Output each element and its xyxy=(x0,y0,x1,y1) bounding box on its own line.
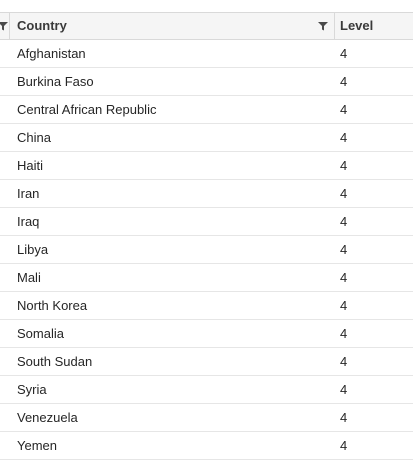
level-cell: 4 xyxy=(340,298,348,313)
country-cell: Afghanistan xyxy=(17,46,86,61)
table-row[interactable]: Haiti 4 xyxy=(0,152,413,180)
country-cell: Yemen xyxy=(17,438,57,453)
table-body: Afghanistan 4 Burkina Faso 4 Central African… xyxy=(0,40,413,460)
level-cell: 4 xyxy=(340,410,348,425)
country-cell: Burkina Faso xyxy=(17,74,94,89)
level-cell: 4 xyxy=(340,214,348,229)
country-cell: Libya xyxy=(17,242,49,257)
level-cell: 4 xyxy=(340,354,348,369)
column-header-level[interactable]: Level xyxy=(335,13,413,39)
country-cell: Haiti xyxy=(17,158,44,173)
column-header-level-label: Level xyxy=(340,18,374,33)
level-cell: 4 xyxy=(340,326,348,341)
level-cell: 4 xyxy=(340,74,348,89)
level-cell: 4 xyxy=(340,102,348,117)
level-cell: 4 xyxy=(340,158,348,173)
level-cell: 4 xyxy=(340,382,348,397)
level-cell: 4 xyxy=(340,242,348,257)
table-row[interactable]: Iran 4 xyxy=(0,180,413,208)
country-cell: Somalia xyxy=(17,326,64,341)
table-header: Country Level xyxy=(0,12,413,40)
table-row[interactable]: Mali 4 xyxy=(0,264,413,292)
table-row[interactable]: Libya 4 xyxy=(0,236,413,264)
country-cell: South Sudan xyxy=(17,354,93,369)
filter-icon[interactable] xyxy=(318,21,328,31)
filter-icon[interactable] xyxy=(0,21,8,31)
table-row[interactable]: Syria 4 xyxy=(0,376,413,404)
level-cell: 4 xyxy=(340,130,348,145)
table-row[interactable]: Yemen 4 xyxy=(0,432,413,460)
country-cell: Venezuela xyxy=(17,410,78,425)
table-row[interactable]: Somalia 4 xyxy=(0,320,413,348)
level-cell: 4 xyxy=(340,438,348,453)
level-cell: 4 xyxy=(340,270,348,285)
column-header-previous[interactable] xyxy=(0,13,10,39)
table-row[interactable]: South Sudan 4 xyxy=(0,348,413,376)
level-cell: 4 xyxy=(340,186,348,201)
table-row[interactable]: China 4 xyxy=(0,124,413,152)
column-header-country-label: Country xyxy=(17,18,67,33)
table-row[interactable]: Central African Republic 4 xyxy=(0,96,413,124)
country-cell: Mali xyxy=(17,270,41,285)
level-cell: 4 xyxy=(340,46,348,61)
table-row[interactable]: Iraq 4 xyxy=(0,208,413,236)
country-cell: Syria xyxy=(17,382,47,397)
table-row[interactable]: North Korea 4 xyxy=(0,292,413,320)
country-cell: Iran xyxy=(17,186,40,201)
table-row[interactable]: Burkina Faso 4 xyxy=(0,68,413,96)
country-cell: North Korea xyxy=(17,298,88,313)
table-row[interactable]: Afghanistan 4 xyxy=(0,40,413,68)
table-row[interactable]: Venezuela 4 xyxy=(0,404,413,432)
column-header-country[interactable]: Country xyxy=(10,13,335,39)
country-cell: Iraq xyxy=(17,214,40,229)
country-cell: Central African Republic xyxy=(17,102,157,117)
country-cell: China xyxy=(17,130,51,145)
